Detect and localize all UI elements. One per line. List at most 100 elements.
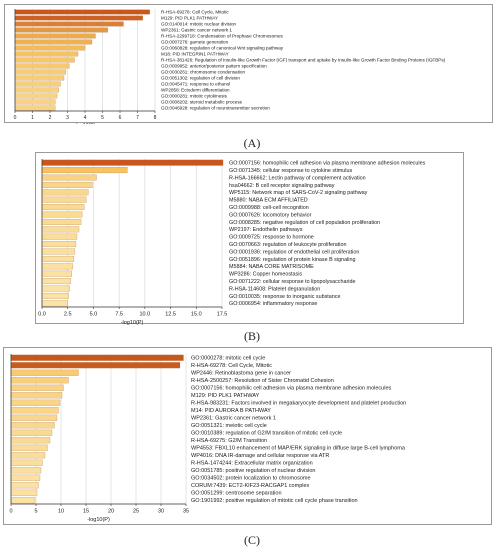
category-label: R-HSA-1474244: Extracellular matrix orga…	[191, 461, 313, 467]
bar	[14, 39, 93, 45]
category-label: GO:0007626: locomotory behavior	[229, 212, 312, 218]
bar	[14, 63, 70, 69]
x-tick-label: 20	[108, 509, 114, 515]
x-tick-label: 12.5	[165, 312, 176, 318]
category-label: R-HSA-983231: Factors involved in megaka…	[191, 401, 406, 407]
category-label: GO:0010035: response to inorganic substa…	[229, 294, 340, 300]
chart-c: GO:0000278: mitotic cell cycleR-HSA-6927…	[9, 354, 406, 523]
bar	[14, 27, 108, 33]
chart-b: GO:0007156: homophilic cell adhesion via…	[38, 159, 426, 325]
bar	[10, 362, 181, 369]
category-label: WP3286: Copper homeostasis	[229, 272, 302, 278]
category-label: GO:0010389: regulation of G2/M transitio…	[191, 431, 342, 437]
bar	[41, 159, 224, 166]
bar	[10, 369, 79, 376]
bar	[41, 263, 74, 270]
bar	[10, 482, 39, 489]
panel-a: R-HSA-69278: Cell Cycle, Mitotic M129: PI…	[4, 4, 493, 124]
category-label: WP2361: Gastric cancer network 1	[191, 416, 276, 422]
plot-area	[11, 354, 186, 504]
bar	[10, 444, 48, 451]
bar	[41, 248, 76, 255]
category-label: M18: PID INTEGRIN1 PATHWAY	[161, 52, 229, 57]
panel-c: GO:0000278: mitotic cell cycle R-HSA-6927…	[3, 347, 492, 525]
x-tick-label: 30	[158, 509, 164, 515]
category-label: GO:0071222: cellular response to lipopol…	[229, 279, 355, 285]
x-tick-label: 15.0	[191, 312, 202, 318]
bar	[14, 69, 66, 75]
bar	[10, 452, 46, 459]
category-label: R-HSA-69278: Cell Cycle, Mitotic	[161, 10, 229, 15]
x-tick-label: 5	[34, 509, 37, 515]
bar	[10, 459, 43, 466]
category-label: GO:0008202: steroid metabolic process	[161, 100, 243, 105]
category-label: R-HSA-114608: Platelet degranulation	[229, 286, 320, 292]
category-label: GO:0008285: negative regulation of cell …	[229, 220, 380, 226]
category-label: M129: PID PLK1 PATHWAY	[161, 16, 218, 21]
x-tick-label: 1	[31, 115, 34, 121]
category-label: GO:0009725: response to hormone	[229, 235, 314, 241]
x-tick-label: 35	[183, 509, 189, 515]
bar	[10, 422, 55, 429]
category-label: GO:0051321: meiotic cell cycle	[191, 423, 267, 429]
category-label: WP2197: Endothelin pathways	[229, 227, 303, 233]
bar	[10, 399, 61, 406]
bar	[14, 15, 143, 21]
bar	[41, 189, 89, 196]
bar	[10, 467, 42, 474]
bar	[41, 300, 68, 307]
category-label: GO:0001936: regulation of endothelial ce…	[229, 249, 359, 255]
x-tick-label: 7	[136, 115, 139, 121]
bar	[10, 407, 59, 414]
category-label: GO:0060828: regulation of canonical Wnt …	[161, 46, 284, 51]
category-label: WP2361: Gastric cancer network 1	[161, 28, 232, 33]
category-label: GO:0051299: centrosome separation	[191, 491, 282, 497]
category-label: R-HSA-2299718: Condensation of Prophase …	[161, 34, 284, 39]
bar	[41, 218, 82, 225]
x-axis-label: -log10(P)	[121, 320, 144, 325]
bar	[41, 241, 77, 248]
bar	[10, 377, 69, 384]
category-label: GO:0006954: inflammatory response	[229, 301, 317, 307]
category-label: GO:0045471: response to ethanol	[161, 82, 230, 87]
category-label: M5884: NABA CORE MATRISOME	[229, 264, 314, 270]
category-label: M14: PID AURORA B PATHWAY	[191, 408, 271, 414]
x-axis-label: -log10(P)	[75, 123, 96, 124]
category-label: GO:0009988: cell-cell recognition	[229, 205, 309, 211]
category-label: GO:0007156: homophilic cell adhesion via…	[191, 386, 392, 392]
bar	[10, 392, 63, 399]
caption-a: (A)	[243, 136, 261, 150]
bar	[14, 93, 58, 99]
bar	[14, 57, 75, 63]
category-label: R-HSA-166662: Lectin pathway of compleme…	[229, 175, 366, 181]
bar	[14, 33, 96, 39]
bar	[14, 105, 56, 111]
category-label: WP5115: Network map of SARS-CoV-2 signal…	[229, 190, 368, 196]
bar	[10, 437, 51, 444]
bar	[14, 45, 86, 51]
bar	[14, 81, 61, 87]
x-tick-label: 10.0	[139, 312, 150, 318]
bar	[14, 9, 150, 15]
category-label: GO:0000278: mitotic cell cycle	[191, 356, 265, 362]
x-tick-label: 15	[83, 509, 89, 515]
panel-b: GO:0007156: homophilic cell adhesion via…	[35, 152, 464, 325]
bar	[14, 87, 59, 93]
category-label: R-HSA-69278: Cell Cycle, Mitotic	[191, 363, 272, 369]
category-label: WP2446: Retinoblastoma gene in cancer	[191, 371, 291, 377]
category-label: GO:0051785: positive regulation of nucle…	[191, 468, 315, 474]
x-tick-label: 3	[66, 115, 69, 121]
category-label: GO:0071345: cellular response to cytokin…	[229, 168, 352, 174]
x-tick-label: 2.5	[64, 312, 72, 318]
bar	[41, 255, 75, 262]
bar	[41, 278, 71, 285]
bar	[41, 285, 70, 292]
category-label: WP2858: Ectoderm differentiation	[161, 88, 230, 93]
x-tick-label: 0.0	[38, 312, 46, 318]
category-label: M5880: NABA ECM AFFILIATED	[229, 198, 308, 204]
bar	[10, 489, 38, 496]
x-tick-label: 6	[119, 115, 122, 121]
bar	[10, 429, 53, 436]
caption-b: (B)	[244, 329, 260, 343]
bar	[10, 497, 36, 504]
